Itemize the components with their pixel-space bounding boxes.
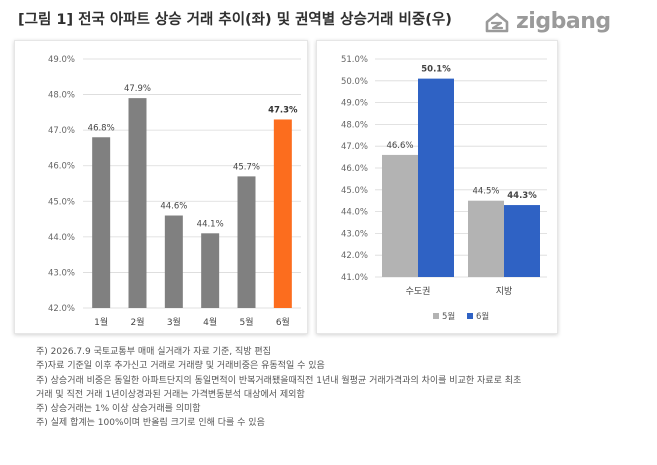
zigbang-logo: zigbang [484,9,611,34]
y-tick-label: 42.0% [341,251,368,261]
legend-label: 6월 [476,311,489,322]
logo-text: zigbang [516,9,611,34]
footnote-line: 주) 상승거래는 1% 이상 상승거래를 의미함 [36,404,201,415]
y-tick-label: 49.0% [341,99,368,109]
bar-수도권-6월 [418,78,454,277]
y-tick-label: 46.0% [48,162,75,172]
y-tick-label: 43.0% [48,268,75,278]
figure-title: [그림 1] 전국 아파트 상승 거래 추이(좌) 및 권역별 상승거래 비중(… [18,12,452,28]
data-label: 50.1% [421,65,451,75]
data-label: 44.5% [472,187,499,197]
bar-3월 [164,215,183,308]
region-chart-panel: 41.0% 42.0% 43.0% 44.0% 45.0% 46.0% 47.0% 48.0%… [316,40,558,334]
data-label: 44.6% [160,202,187,212]
x-tick-label: 2월 [130,316,144,328]
x-tick-label: 3월 [167,316,181,328]
bar-1월 [92,137,111,308]
footnotes: 주) 2026.7.9 국토교통부 매매 실거래가 자료 기준, 직방 편집 주… [36,345,521,431]
y-tick-label: 45.0% [48,197,75,207]
x-tick-label: 1월 [94,316,108,328]
y-tick-label: 48.0% [341,120,368,130]
x-tick-label: 수도권 [406,285,431,297]
y-tick-label: 45.0% [341,186,368,196]
data-label: 44.1% [197,219,224,229]
y-tick-label: 47.0% [341,142,368,152]
y-tick-label: 46.0% [341,164,368,174]
bar-5월 [237,176,256,308]
y-tick-label: 44.0% [341,208,368,218]
bar-2월 [128,98,147,308]
y-tick-label: 41.0% [341,273,368,283]
x-tick-label: 6월 [276,316,290,328]
y-tick-label: 47.0% [48,126,75,136]
footnote-line: 주)자료 기준일 이후 추가신고 거래로 거래량 및 거래비중은 유동적일 수 … [36,361,325,372]
bar-지방-5월 [468,200,504,277]
monthly-chart-panel: 42.0% 43.0% 44.0% 45.0% 46.0% 47.0% 48.0% 49.0%… [14,40,308,334]
regional-rising-trade-chart: 41.0% 42.0% 43.0% 44.0% 45.0% 46.0% 47.0% 48.0%… [341,55,547,322]
y-tick-label: 48.0% [48,91,75,101]
y-tick-label: 50.0% [341,77,368,87]
data-label: 47.3% [268,105,298,115]
bar-수도권-5월 [382,154,418,277]
legend-label: 5월 [442,311,455,322]
bar-지방-6월 [504,205,540,277]
bar-4월 [201,233,220,308]
x-tick-label: 지방 [496,286,513,297]
footnote-line: 주) 2026.7.9 국토교통부 매매 실거래가 자료 기준, 직방 편집 [36,347,271,357]
data-label: 46.6% [386,141,413,151]
footnote-line: 주) 실제 합계는 100%이며 반올림 크기로 인해 다를 수 있음 [36,418,265,429]
data-label: 47.9% [124,84,151,94]
data-label: 45.7% [233,162,260,172]
zigbang-house-icon [485,12,509,32]
footnote-line: 거래 및 직전 거래 1년이상경과된 거래는 가격변동분석 대상에서 제외함 [36,389,305,400]
y-tick-label: 49.0% [48,55,75,65]
bar-6월 [273,119,292,308]
monthly-rising-trade-chart: 42.0% 43.0% 44.0% 45.0% 46.0% 47.0% 48.0% 49.0%… [48,55,301,328]
y-tick-label: 44.0% [48,233,75,243]
y-tick-label: 43.0% [341,229,368,239]
data-label: 44.3% [507,191,537,201]
y-tick-label: 42.0% [48,304,75,314]
footnote-line: 주) 상승거래 비중은 동일한 아파트단지의 동일면적이 반복거래됐을때직전 1… [36,375,522,386]
legend-swatch [433,313,439,319]
x-tick-label: 4월 [203,316,217,328]
x-tick-label: 5월 [239,316,253,328]
legend-swatch [467,313,473,319]
data-label: 46.8% [88,123,115,133]
y-tick-label: 51.0% [341,55,368,65]
